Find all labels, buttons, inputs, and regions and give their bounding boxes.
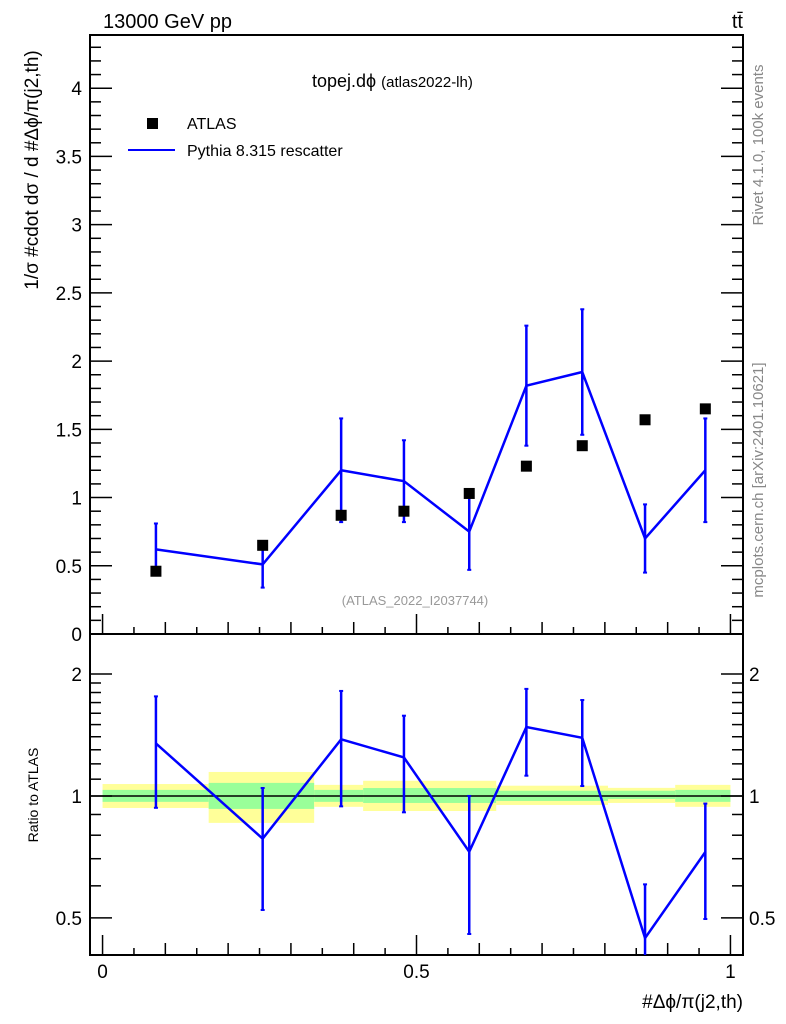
atlas-data-point bbox=[520, 460, 532, 472]
atlas-data-point bbox=[639, 414, 651, 426]
x-tick-label: 0 bbox=[97, 962, 108, 983]
ratio-ylabel: Ratio to ATLAS bbox=[25, 748, 41, 843]
legend-label-atlas: ATLAS bbox=[187, 116, 237, 133]
y-tick-label: 4 bbox=[71, 79, 82, 100]
legend-marker-atlas bbox=[147, 118, 158, 129]
main-ylabel: 1/σ #cdot dσ / d #Δϕ/π(j2,th) bbox=[22, 50, 43, 289]
pythia-line bbox=[155, 370, 707, 566]
y-tick-label: 0.5 bbox=[56, 557, 82, 578]
ratio-y-tick-label: 2 bbox=[71, 665, 82, 686]
title-main: topej.dϕ (atlas2022-lh) bbox=[312, 71, 473, 91]
y-tick-label: 3.5 bbox=[56, 147, 82, 168]
y-tick-label: 1.5 bbox=[56, 420, 82, 441]
process-label: tt̄ bbox=[732, 11, 744, 33]
y-tick-label: 3 bbox=[71, 216, 82, 237]
atlas-data-point bbox=[398, 505, 410, 517]
atlas-data-point bbox=[576, 440, 588, 452]
mcplots-label: mcplots.cern.ch [arXiv:2401.10621] bbox=[750, 362, 767, 597]
ratio-y-tick-label: 0.5 bbox=[56, 909, 82, 930]
xlabel: #Δϕ/π(j2,th) bbox=[642, 992, 743, 1013]
ratio-y-tick-label-right: 2 bbox=[749, 665, 760, 686]
ratio-band-stat bbox=[608, 790, 676, 799]
analysis-label: (ATLAS_2022_I2037744) bbox=[342, 593, 488, 608]
atlas-data-point bbox=[463, 487, 475, 499]
rivet-label: Rivet 4.1.0, 100k events bbox=[750, 65, 767, 226]
ratio-y-tick-label-right: 0.5 bbox=[749, 909, 775, 930]
x-tick-label: 0.5 bbox=[403, 962, 429, 983]
y-tick-label: 0 bbox=[71, 625, 82, 646]
legend: ATLAS Pythia 8.315 rescatter bbox=[128, 116, 343, 160]
y-tick-label: 2 bbox=[71, 352, 82, 373]
atlas-data-point bbox=[257, 539, 269, 551]
x-tick-label: 1 bbox=[725, 962, 736, 983]
atlas-data-point bbox=[335, 509, 347, 521]
ratio-y-tick-label: 1 bbox=[71, 787, 82, 808]
y-tick-label: 1 bbox=[71, 489, 82, 510]
ratio-line bbox=[155, 725, 707, 941]
atlas-data-point bbox=[150, 565, 162, 577]
legend-label-pythia: Pythia 8.315 rescatter bbox=[187, 143, 343, 160]
energy-label: 13000 GeV pp bbox=[103, 11, 232, 33]
ratio-y-tick-label-right: 1 bbox=[749, 787, 760, 808]
atlas-data-point bbox=[699, 403, 711, 415]
y-tick-label: 2.5 bbox=[56, 284, 82, 305]
